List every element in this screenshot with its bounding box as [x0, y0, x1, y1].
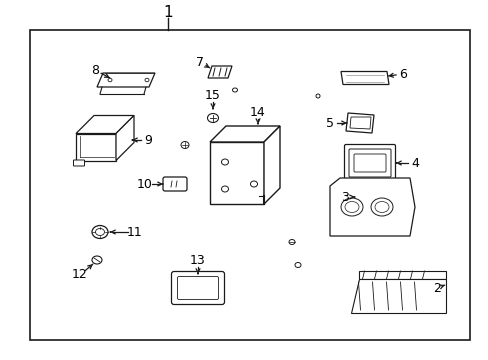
Ellipse shape: [340, 198, 362, 216]
Text: 15: 15: [204, 89, 221, 102]
Ellipse shape: [207, 113, 218, 122]
Polygon shape: [76, 134, 116, 161]
Text: 5: 5: [325, 117, 333, 130]
FancyBboxPatch shape: [171, 271, 224, 305]
Polygon shape: [209, 142, 264, 204]
Polygon shape: [358, 271, 445, 279]
Ellipse shape: [294, 262, 301, 267]
Text: 10: 10: [137, 177, 153, 190]
Text: 14: 14: [250, 105, 265, 118]
Text: 12: 12: [72, 269, 88, 282]
Text: 7: 7: [196, 55, 203, 68]
Text: 13: 13: [190, 253, 205, 266]
Ellipse shape: [145, 78, 149, 82]
FancyBboxPatch shape: [73, 160, 84, 166]
Text: 2: 2: [432, 282, 440, 294]
Polygon shape: [329, 178, 414, 236]
Ellipse shape: [181, 141, 189, 149]
FancyBboxPatch shape: [177, 276, 218, 300]
Text: 8: 8: [91, 63, 99, 77]
Polygon shape: [207, 66, 231, 78]
FancyBboxPatch shape: [353, 154, 385, 172]
Ellipse shape: [345, 202, 358, 212]
Text: 11: 11: [127, 225, 142, 239]
FancyBboxPatch shape: [348, 149, 390, 177]
Ellipse shape: [108, 78, 112, 82]
Ellipse shape: [374, 202, 388, 212]
Polygon shape: [350, 279, 445, 313]
Text: 1: 1: [163, 5, 172, 19]
Polygon shape: [209, 126, 280, 142]
Text: 6: 6: [398, 68, 406, 81]
Ellipse shape: [250, 181, 257, 187]
Ellipse shape: [288, 239, 294, 244]
Bar: [30, 30, 469, 340]
Polygon shape: [349, 117, 370, 129]
Text: 3: 3: [340, 190, 348, 203]
Polygon shape: [76, 116, 134, 134]
Text: 4: 4: [410, 157, 418, 170]
Ellipse shape: [221, 159, 228, 165]
Polygon shape: [264, 126, 280, 204]
Text: 9: 9: [144, 134, 152, 147]
Polygon shape: [116, 116, 134, 161]
Ellipse shape: [92, 256, 102, 264]
FancyBboxPatch shape: [163, 177, 186, 191]
Polygon shape: [97, 73, 155, 87]
Ellipse shape: [370, 198, 392, 216]
FancyBboxPatch shape: [344, 144, 395, 181]
Polygon shape: [340, 72, 388, 85]
Ellipse shape: [95, 229, 104, 235]
Ellipse shape: [221, 186, 228, 192]
Polygon shape: [346, 113, 373, 133]
Ellipse shape: [92, 225, 108, 239]
